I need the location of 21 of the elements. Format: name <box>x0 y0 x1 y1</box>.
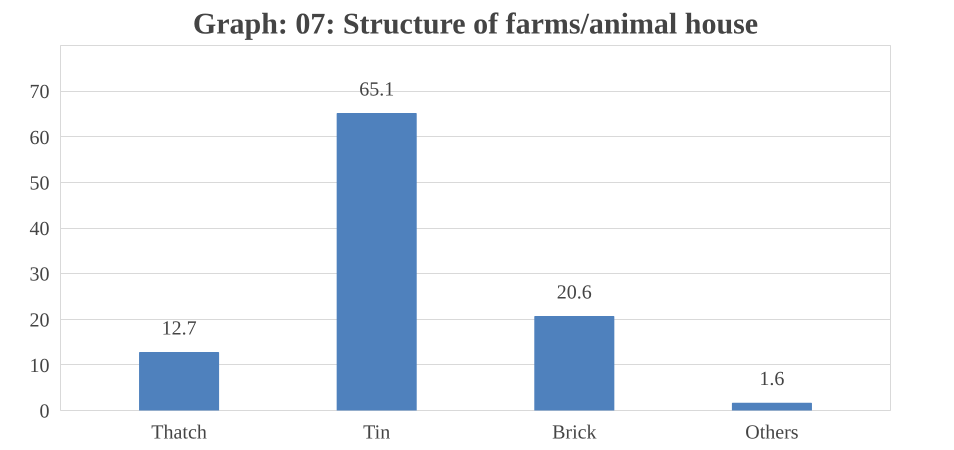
y-tick-label: 40 <box>30 218 50 240</box>
data-label: 12.7 <box>162 318 197 340</box>
data-label: 1.6 <box>759 368 784 390</box>
bar <box>336 112 417 410</box>
y-tick-label: 60 <box>30 126 50 149</box>
y-tick-label: 30 <box>30 264 50 286</box>
y-tick-label: 0 <box>40 400 50 422</box>
data-label: 20.6 <box>556 282 592 304</box>
chart-title: Graph: 07: Structure of farms/animal house <box>192 8 758 40</box>
y-tick-label: 10 <box>30 354 50 377</box>
x-tick-label: Brick <box>552 422 597 444</box>
y-tick-label: 50 <box>30 172 50 194</box>
bar <box>534 316 614 410</box>
y-tick-label: 70 <box>30 81 50 104</box>
bar <box>732 402 812 410</box>
data-label: 65.1 <box>359 78 394 100</box>
x-tick-label: Others <box>745 422 799 444</box>
x-tick-label: Tin <box>363 422 390 444</box>
y-tick-label: 20 <box>30 309 50 332</box>
bar <box>139 352 220 410</box>
x-tick-label: Thatch <box>151 422 207 444</box>
